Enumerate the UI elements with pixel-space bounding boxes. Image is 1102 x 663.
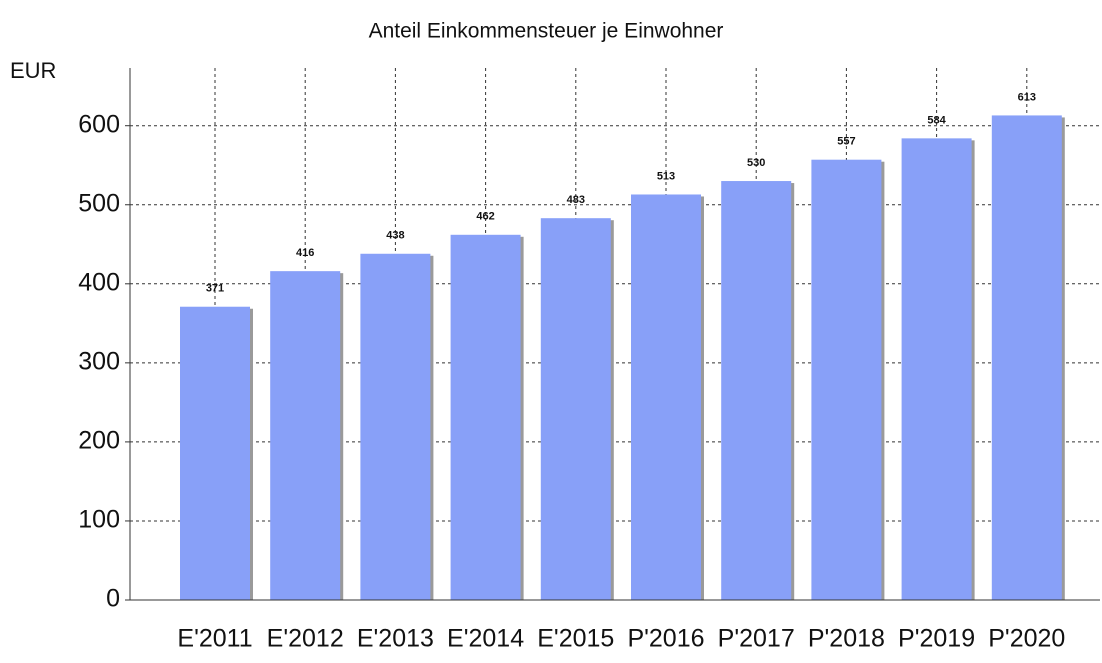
y-tick-label: 200 [78,427,120,455]
bar [540,218,611,600]
y-tick-label: 600 [78,110,120,138]
value-label: 584 [927,114,946,126]
bar [991,115,1062,601]
bar [811,159,882,600]
x-tick-label: P'2018 [808,625,885,653]
bar [270,271,341,600]
bar [901,138,972,600]
bar [450,234,521,600]
value-label: 371 [206,283,224,295]
y-tick-label: 400 [78,268,120,296]
x-tick-label: E'2011 [177,625,252,653]
y-axis-label: EUR [10,58,56,83]
x-tick-label: P'2020 [988,625,1065,653]
bar [360,253,431,600]
value-label: 416 [296,247,314,259]
y-tick-label: 300 [78,347,120,375]
y-tick-label: 100 [78,506,120,534]
x-tick-label: E'2014 [447,625,524,653]
value-label: 513 [657,170,675,182]
y-tick-label: 0 [106,585,120,613]
x-tick-label: E'2012 [267,625,344,653]
chart-title: Anteil Einkommensteuer je Einwohner [369,20,724,43]
x-tick-label: E'2015 [537,625,614,653]
x-tick-label: P'2019 [898,625,975,653]
value-label: 530 [747,157,765,169]
value-label: 557 [837,136,855,148]
value-label: 462 [476,211,494,223]
x-tick-label: E'2013 [357,625,434,653]
bar [631,194,701,600]
value-label: 438 [386,230,404,242]
x-tick-label: P'2017 [718,625,795,653]
bar [180,306,250,600]
value-label: 613 [1018,91,1036,103]
value-label: 483 [567,194,585,206]
y-tick-label: 500 [78,189,120,217]
bar [721,181,792,601]
x-tick-label: P'2016 [627,625,704,653]
